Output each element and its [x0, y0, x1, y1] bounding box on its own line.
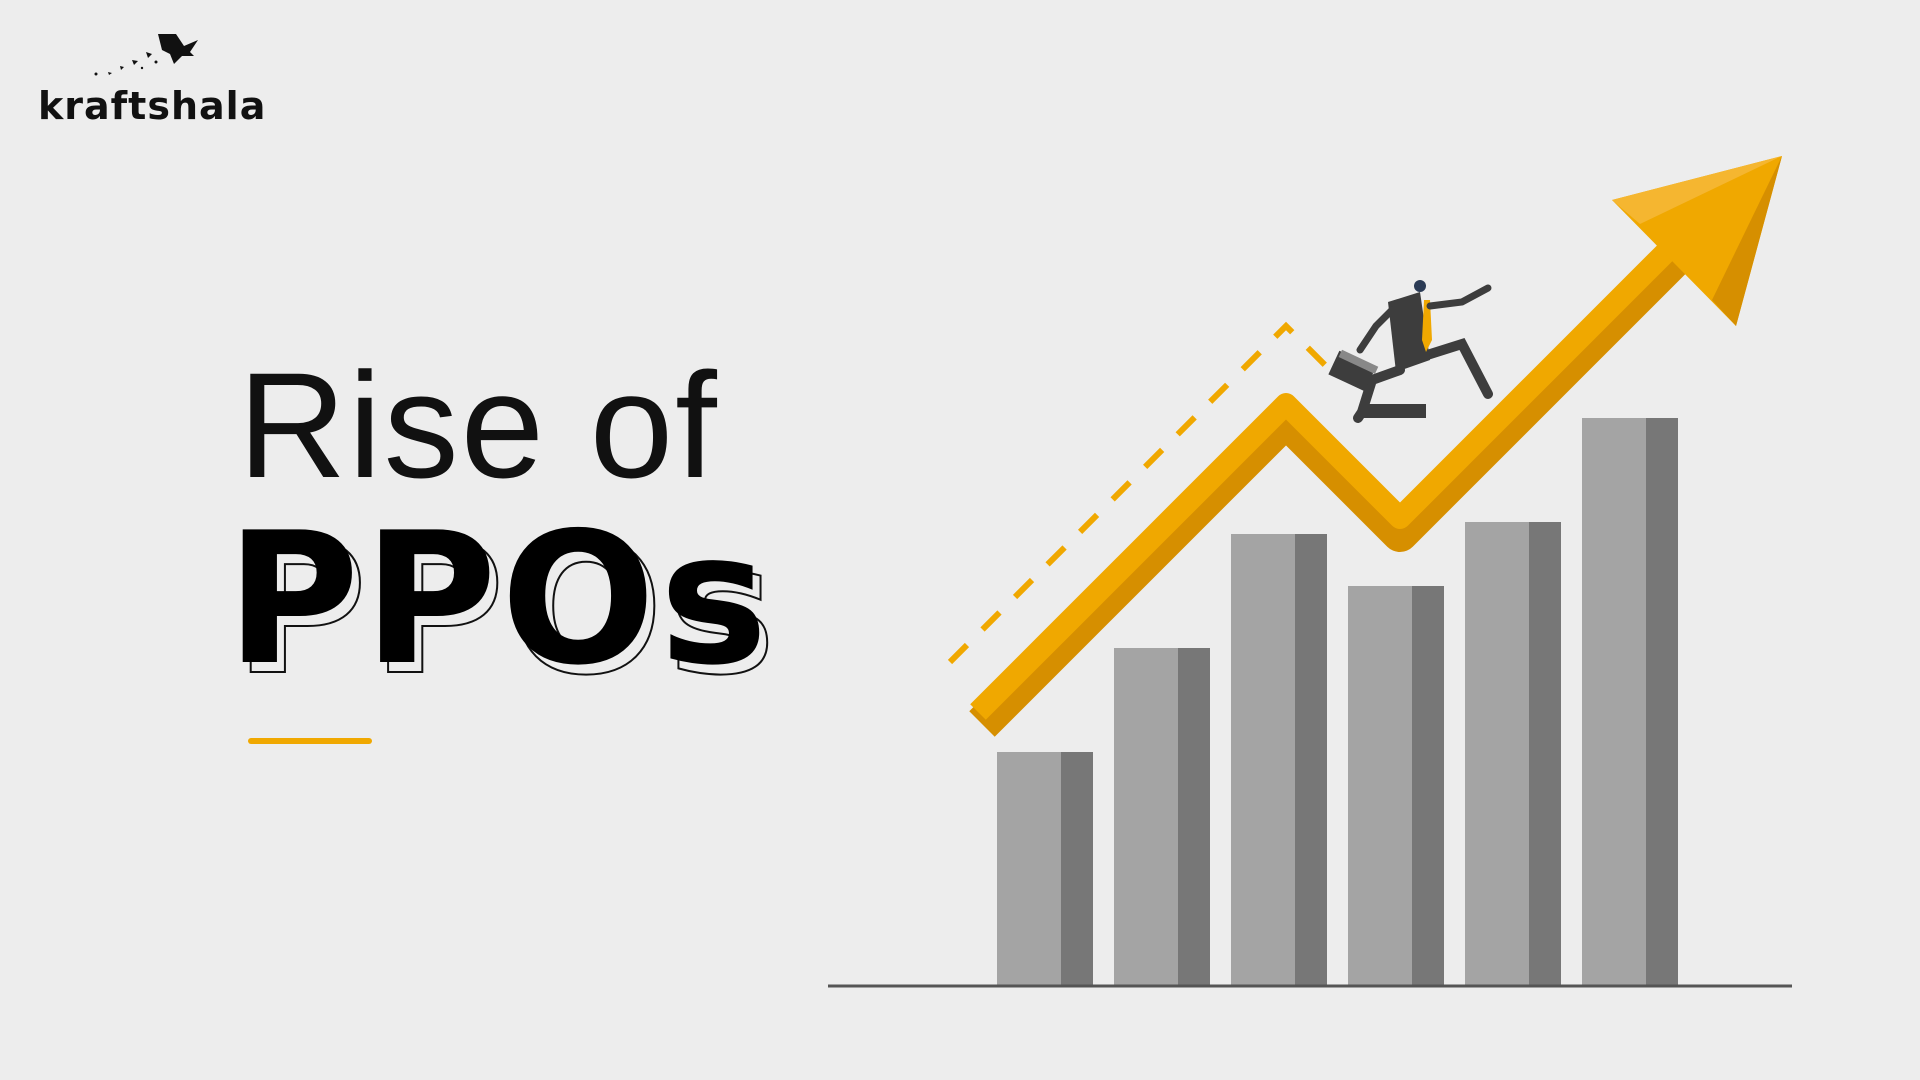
dashed-trail: [947, 321, 1329, 665]
bar-1: [997, 752, 1093, 986]
title-line-1: Rise of: [238, 341, 719, 509]
accent-underline: [248, 738, 372, 744]
bar-6: [1582, 418, 1678, 986]
bird-icon: [94, 34, 198, 76]
bar-group: [997, 418, 1678, 986]
brand-logo: kraftshala: [38, 28, 265, 128]
title-main-text: PPOs: [226, 493, 772, 705]
growth-arrow-icon: [969, 156, 1782, 737]
briefcase-icon: [1328, 349, 1379, 392]
title-line-2: PPOs PPOs: [226, 508, 777, 701]
bar-2: [1114, 648, 1210, 986]
bar-4: [1348, 586, 1444, 986]
businessman-running-icon: [1328, 280, 1493, 423]
bar-5: [1465, 522, 1561, 986]
title-outline: PPOs: [233, 503, 780, 715]
bar-3: [1231, 534, 1327, 986]
brand-name: kraftshala: [38, 84, 267, 128]
